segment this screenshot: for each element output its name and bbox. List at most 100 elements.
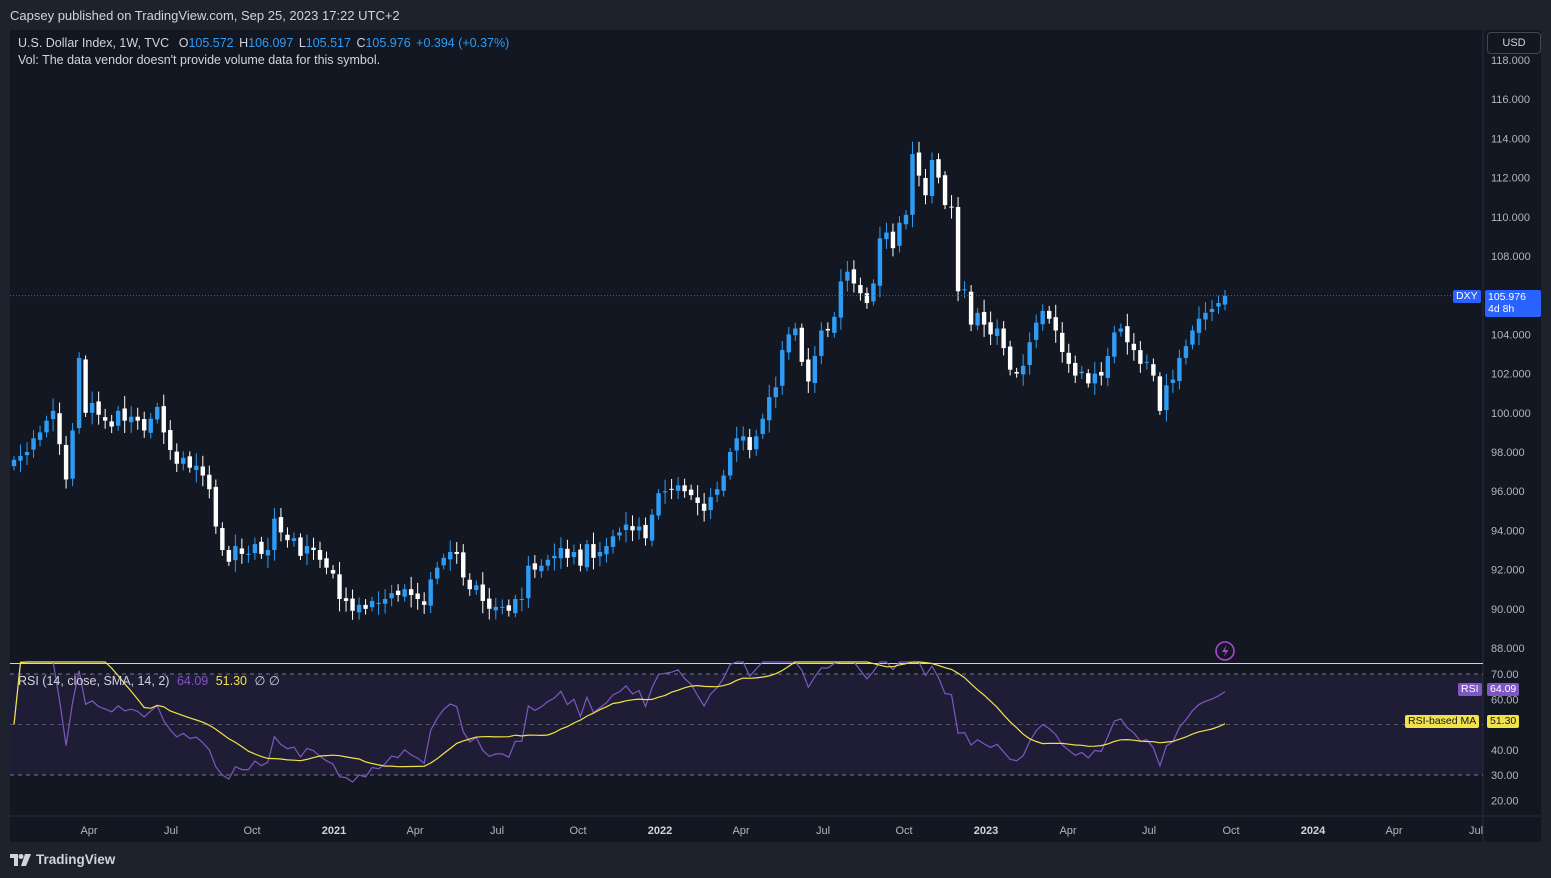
time-tick-label: 2023 <box>974 825 998 837</box>
candle-body <box>1118 328 1124 332</box>
candle-body <box>786 334 791 353</box>
candle-body <box>714 489 720 495</box>
candle-body <box>591 544 596 558</box>
candle-body <box>623 524 629 531</box>
candle-body <box>434 567 440 579</box>
candle-body <box>1053 317 1058 331</box>
candle-body <box>376 602 381 604</box>
currency-button[interactable]: USD <box>1487 32 1541 54</box>
rsi-value-tag: 64.09 <box>1487 683 1520 696</box>
rsi-value: 64.09 <box>176 674 209 688</box>
candle-body <box>408 589 414 596</box>
price-tick-label: 98.000 <box>1491 447 1525 459</box>
candle-body <box>812 355 818 384</box>
candle-body <box>851 269 857 284</box>
time-tick-label: Apr <box>1059 825 1076 837</box>
candle-body <box>819 330 824 356</box>
candle-body <box>741 436 746 441</box>
candle-body <box>500 606 505 608</box>
candle-body <box>968 291 974 325</box>
candle-body <box>1157 376 1163 411</box>
candle-body <box>467 579 472 590</box>
candle-body <box>369 600 375 608</box>
candle-body <box>675 485 681 491</box>
candle-body <box>461 552 466 578</box>
candle-body <box>721 475 726 491</box>
candle-body <box>897 222 902 246</box>
close-label: C <box>356 36 366 50</box>
ticker-tag: DXY <box>1453 290 1481 303</box>
time-axis[interactable] <box>10 816 1483 842</box>
candle-body <box>1164 385 1169 411</box>
rsi-legend[interactable]: RSI (14, close, SMA, 14, 2) 64.09 51.30 … <box>18 673 280 688</box>
candle-body <box>793 328 798 336</box>
candle-body <box>877 238 883 286</box>
candle-body <box>780 350 785 386</box>
candle-body <box>955 207 961 292</box>
candle-body <box>298 537 303 556</box>
candle-body <box>597 551 603 557</box>
alert-icon[interactable] <box>1215 641 1235 661</box>
candle-body <box>754 436 759 450</box>
candle-body <box>194 465 199 471</box>
time-tick-label: Oct <box>1222 825 1239 837</box>
symbol-name[interactable]: U.S. Dollar Index, 1W, TVC <box>18 36 170 50</box>
candle-body <box>832 316 837 333</box>
price-pane[interactable] <box>10 30 1483 663</box>
rsi-tick-label: 70.00 <box>1491 669 1519 681</box>
rsi-label[interactable]: RSI (14, close, SMA, 14, 2) <box>18 674 170 688</box>
rsi-axis-ticks: 70.00 60.00 40.00 30.00 20.00 <box>1491 669 1519 807</box>
time-tick-label: Jul <box>816 825 830 837</box>
price-axis[interactable] <box>1483 30 1541 842</box>
candle-body <box>858 285 863 294</box>
publish-info: Capsey published on TradingView.com, Sep… <box>10 8 400 23</box>
candle-body <box>89 403 95 413</box>
candle-body <box>1092 373 1097 384</box>
candle-body <box>981 312 987 325</box>
time-tick-label: Apr <box>1385 825 1402 837</box>
candle-body <box>363 604 368 609</box>
candle-body <box>584 544 590 568</box>
open-value: 105.572 <box>188 36 234 50</box>
candle-body <box>929 159 935 197</box>
high-label: H <box>239 36 249 50</box>
candle-body <box>552 555 557 559</box>
open-label: O <box>178 36 189 50</box>
candle-body <box>122 408 127 421</box>
candle-body <box>643 524 648 539</box>
price-tick-label: 96.000 <box>1491 486 1525 498</box>
rsi-ma-tag: RSI-based MA <box>1405 715 1480 728</box>
candle-body <box>936 159 941 178</box>
candle-body <box>382 599 388 604</box>
candle-body <box>773 387 778 398</box>
candle-body <box>174 451 179 464</box>
price-tick-label: 118.000 <box>1491 55 1530 67</box>
rsi-guides <box>10 673 1483 776</box>
time-tick-label: Jul <box>164 825 178 837</box>
candle-body <box>226 550 232 562</box>
candle-body <box>487 598 492 609</box>
candlestick-series[interactable] <box>11 141 1228 620</box>
tradingview-logo-icon <box>10 853 31 866</box>
rsi-ma-value: 51.30 <box>215 674 247 688</box>
candle-body <box>727 452 733 476</box>
candle-body <box>1144 361 1150 363</box>
candle-body <box>168 430 173 451</box>
price-tick-label: 100.000 <box>1491 408 1531 420</box>
candle-body <box>207 474 212 490</box>
candle-body <box>1014 372 1019 374</box>
candle-body <box>50 410 56 420</box>
symbol-legend[interactable]: U.S. Dollar Index, 1W, TVC O105.572 H106… <box>18 36 509 50</box>
candle-body <box>285 534 290 541</box>
candle-body <box>799 327 805 362</box>
candle-body <box>76 357 82 429</box>
candle-body <box>669 488 674 490</box>
candle-body <box>1073 363 1078 376</box>
candle-body <box>636 526 642 531</box>
candle-body <box>994 328 1000 336</box>
candle-body <box>1183 346 1189 358</box>
candle-body <box>239 548 245 554</box>
tradingview-logo[interactable]: TradingView <box>10 852 115 867</box>
candle-body <box>200 466 206 476</box>
